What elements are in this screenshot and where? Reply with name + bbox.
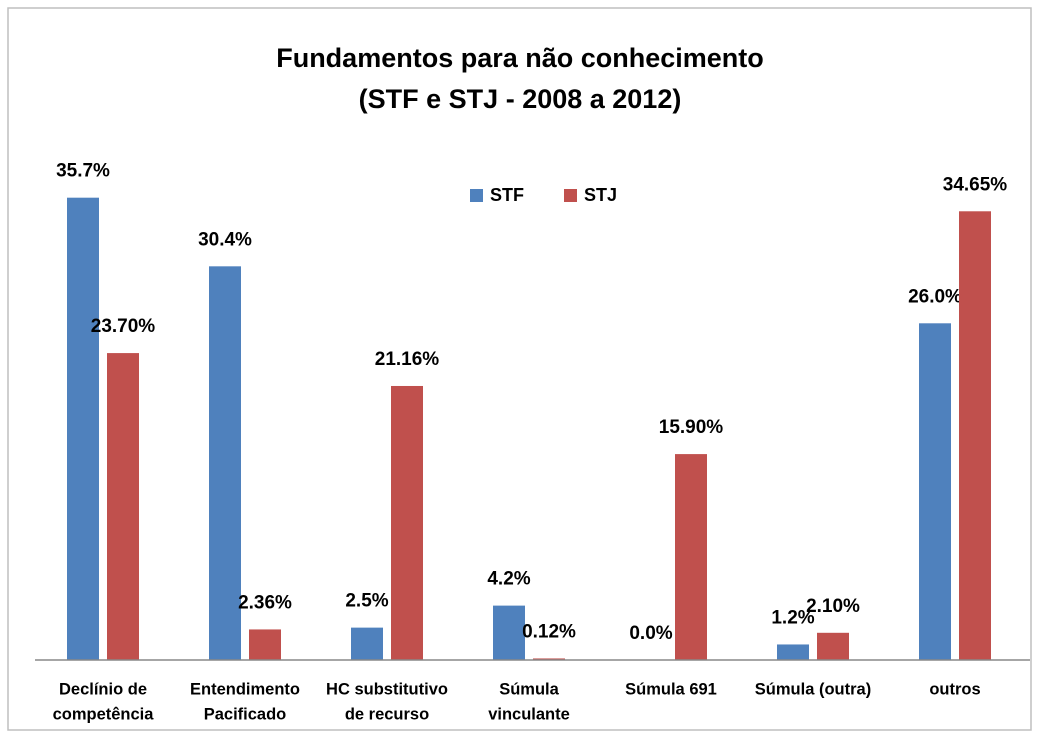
value-label: 15.90% (659, 417, 724, 438)
bar (249, 629, 281, 660)
value-label: 2.10% (806, 596, 860, 617)
legend-label: STF (490, 185, 524, 205)
x-tick-label: Entendimento (190, 680, 300, 698)
value-label: 2.36% (238, 592, 292, 613)
x-tick-label: Declínio de (59, 680, 147, 698)
value-label: 0.0% (629, 623, 672, 644)
bar (675, 454, 707, 660)
chart-title: Fundamentos para não conhecimento (276, 43, 764, 73)
bar (391, 385, 423, 660)
value-label: 23.70% (91, 316, 156, 337)
value-label: 0.12% (522, 621, 576, 642)
value-label: 4.2% (487, 569, 530, 590)
bar (533, 658, 565, 660)
legend-swatch (470, 189, 483, 202)
value-label: 30.4% (198, 229, 252, 250)
chart-title: (STF e STJ - 2008 a 2012) (359, 84, 682, 114)
bar (959, 211, 991, 660)
value-label: 2.5% (345, 591, 388, 612)
x-tick-label: Súmula 691 (625, 680, 717, 698)
x-tick-label: Súmula (outra) (755, 680, 871, 698)
bar (107, 353, 139, 660)
x-tick-label: Pacificado (204, 705, 287, 723)
x-tick-label: vinculante (488, 705, 570, 723)
bar (493, 605, 525, 660)
x-tick-label: outros (929, 680, 980, 698)
legend-swatch (564, 189, 577, 202)
value-label: 1.2% (771, 607, 814, 628)
bar (67, 197, 99, 660)
value-label: 35.7% (56, 161, 110, 182)
x-tick-label: competência (53, 705, 155, 723)
value-label: 34.65% (943, 174, 1008, 195)
value-label: 26.0% (908, 286, 962, 307)
bar (817, 632, 849, 660)
value-label: 21.16% (375, 349, 440, 370)
x-tick-label: de recurso (345, 705, 429, 723)
bar (351, 627, 383, 660)
bar (777, 644, 809, 660)
x-tick-label: Súmula (499, 680, 559, 698)
bar (919, 323, 951, 660)
legend-label: STJ (584, 185, 617, 205)
x-tick-label: HC substitutivo (326, 680, 448, 698)
bar (209, 266, 241, 660)
